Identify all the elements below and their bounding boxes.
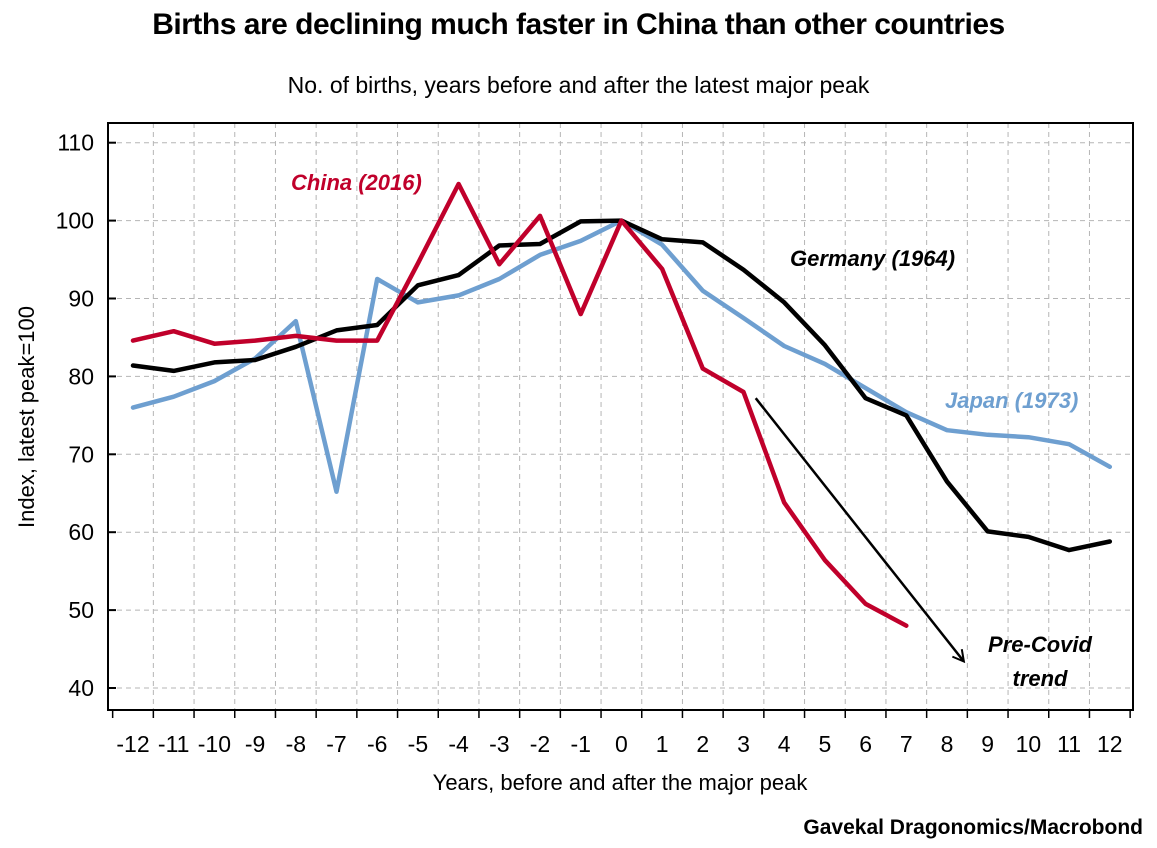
x-tick-label: 5: [819, 731, 832, 757]
x-tick-label: 8: [941, 731, 954, 757]
chart-subtitle: No. of births, years before and after th…: [287, 72, 870, 98]
x-tick-label: -5: [408, 731, 428, 757]
x-tick-label: 11: [1057, 731, 1081, 757]
y-tick-label: 40: [68, 675, 94, 701]
annotation-group: Pre-Covid trend: [754, 397, 1093, 691]
x-tick-label: -10: [198, 731, 231, 757]
x-tick-label: -4: [448, 731, 469, 757]
y-tick-label: 70: [68, 441, 94, 467]
x-tick-label: -11: [158, 731, 190, 757]
annotation-text: Pre-Covid: [988, 632, 1092, 657]
source-credit: Gavekal Dragonomics/Macrobond: [803, 816, 1143, 839]
series-label-japan: Japan (1973): [945, 388, 1078, 413]
plot-frame: [107, 122, 1134, 711]
x-tick-label: -8: [286, 731, 306, 757]
x-tick-label: 7: [900, 731, 913, 757]
y-tick-label: 110: [57, 130, 94, 156]
y-tick-label: 90: [68, 286, 94, 312]
x-tick-label: 12: [1097, 731, 1123, 757]
x-tick-label: -6: [367, 731, 387, 757]
x-tick-label: 2: [696, 731, 709, 757]
x-tick-label: 0: [615, 731, 628, 757]
y-tick-label: 50: [68, 597, 94, 623]
y-tick-label: 80: [68, 363, 94, 389]
x-tick-label: -9: [245, 731, 265, 757]
series-label-china: China (2016): [291, 170, 422, 195]
x-tick-label: 6: [859, 731, 872, 757]
y-tick-label: 60: [68, 519, 94, 545]
x-tick-label: -1: [570, 731, 590, 757]
x-tick-label: 1: [656, 731, 669, 757]
series-label-germany: Germany (1964): [790, 246, 955, 271]
x-tick-label: -7: [326, 731, 346, 757]
x-tick-label: 3: [737, 731, 750, 757]
series-line-germany: [130, 218, 1113, 553]
annotation-text: trend: [1013, 666, 1069, 691]
x-tick-label: -3: [489, 731, 509, 757]
series-group: China (2016) Germany (1964) Japan (1973): [130, 170, 1113, 628]
x-tick-label: 9: [981, 731, 994, 757]
x-axis-label: Years, before and after the major peak: [433, 770, 809, 795]
chart-title: Births are declining much faster in Chin…: [152, 8, 1005, 41]
y-axis-label: Index, latest peak=100: [14, 306, 39, 528]
x-tick-label: -12: [116, 731, 149, 757]
grid: [108, 123, 1133, 710]
x-tick-label: 4: [778, 731, 791, 757]
x-tick-label: -2: [530, 731, 550, 757]
y-tick-label: 100: [56, 208, 94, 234]
series-line-china: [130, 181, 909, 628]
series-line-japan: [130, 218, 1113, 494]
x-tick-label: 10: [1016, 731, 1042, 757]
trend-arrow: [754, 397, 964, 661]
